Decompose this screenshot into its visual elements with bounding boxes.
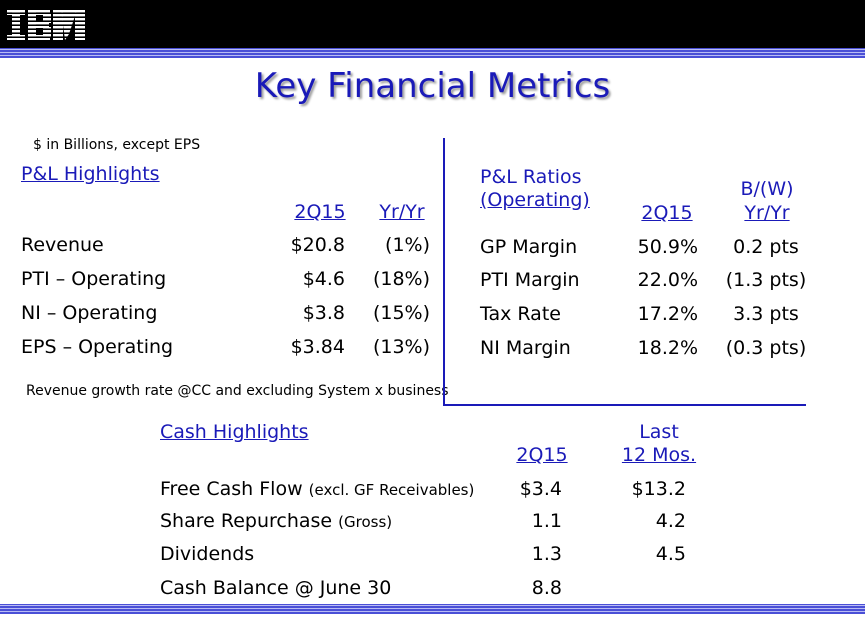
pl-row-label: NI – Operating <box>21 302 158 324</box>
ratios-col-2q15: 2Q15 <box>641 202 693 224</box>
ratios-row-value: 50.9% <box>637 236 698 258</box>
pl-col-yryr: Yr/Yr <box>379 201 425 223</box>
cash-row-label-text: Dividends <box>160 543 255 565</box>
ratios-row-label: NI Margin <box>480 337 571 359</box>
ibm-logo <box>7 10 85 40</box>
header-bar <box>0 0 865 48</box>
cash-row-label-text: Free Cash Flow <box>160 478 303 500</box>
cash-row-value: 1.1 <box>531 510 562 532</box>
units-note: $ in Billions, except EPS <box>33 137 201 153</box>
cash-col-last: Last <box>639 421 679 443</box>
page-title: Key Financial Metrics <box>254 66 611 106</box>
ratios-heading-sub: (Operating) <box>480 189 590 211</box>
ratios-row-change: (0.3 pts) <box>725 337 807 359</box>
ratios-row-value: 22.0% <box>637 269 698 291</box>
cash-row-value: $3.4 <box>519 478 562 500</box>
pl-row-change: (1%) <box>385 234 430 256</box>
cash-heading: Cash Highlights <box>160 421 309 443</box>
cash-row-label: Cash Balance @ June 30 <box>160 577 391 599</box>
cash-row-label: Share Repurchase (Gross) <box>160 510 392 532</box>
ratios-heading: P&L Ratios <box>480 166 582 188</box>
ratios-row-change: (1.3 pts) <box>725 269 807 291</box>
ratios-col-bw: B/(W) <box>740 178 794 200</box>
pl-row-label: EPS – Operating <box>21 336 174 358</box>
horizontal-divider <box>443 404 806 406</box>
header-stripe <box>0 48 865 58</box>
ratios-row-change: 3.3 pts <box>733 303 799 325</box>
cash-row-ltm: $13.2 <box>631 478 686 500</box>
cash-row-note: (excl. GF Receivables) <box>308 481 475 499</box>
ratios-row-label: GP Margin <box>480 236 578 258</box>
pl-row-label: Revenue <box>21 234 104 256</box>
footer-stripe <box>0 604 865 614</box>
pl-row-change: (13%) <box>372 336 430 358</box>
ratios-row-value: 17.2% <box>637 303 698 325</box>
cash-row-value: 8.8 <box>531 577 562 599</box>
vertical-divider <box>443 138 445 404</box>
cash-row-label: Dividends <box>160 543 254 565</box>
cash-row-label: Free Cash Flow (excl. GF Receivables) <box>160 478 474 500</box>
ratios-row-value: 18.2% <box>637 337 698 359</box>
pl-row-label: PTI – Operating <box>21 268 167 290</box>
cash-row-ltm: 4.5 <box>655 543 686 565</box>
ratios-row-label: Tax Rate <box>480 303 561 325</box>
cash-row-value: 1.3 <box>531 543 562 565</box>
ratios-row-label: PTI Margin <box>480 269 580 291</box>
cash-col-12mos: 12 Mos. <box>621 444 697 466</box>
pl-row-value: $20.8 <box>290 234 345 256</box>
cash-row-label-text: Share Repurchase <box>160 510 333 532</box>
ratios-row-change: 0.2 pts <box>733 236 799 258</box>
pl-row-value: $3.8 <box>302 302 345 324</box>
cash-col-2q15: 2Q15 <box>516 444 568 466</box>
pl-row-value: $4.6 <box>302 268 345 290</box>
pl-row-change: (18%) <box>372 268 430 290</box>
pl-row-change: (15%) <box>372 302 430 324</box>
pl-footnote: Revenue growth rate @CC and excluding Sy… <box>26 383 449 399</box>
ratios-col-yryr: Yr/Yr <box>744 202 790 224</box>
cash-row-ltm: 4.2 <box>655 510 686 532</box>
pl-row-value: $3.84 <box>290 336 345 358</box>
pl-heading: P&L Highlights <box>21 163 160 185</box>
cash-row-label-text: Cash Balance @ June 30 <box>160 577 392 599</box>
pl-col-2q15: 2Q15 <box>294 201 346 223</box>
cash-row-note: (Gross) <box>338 513 393 531</box>
